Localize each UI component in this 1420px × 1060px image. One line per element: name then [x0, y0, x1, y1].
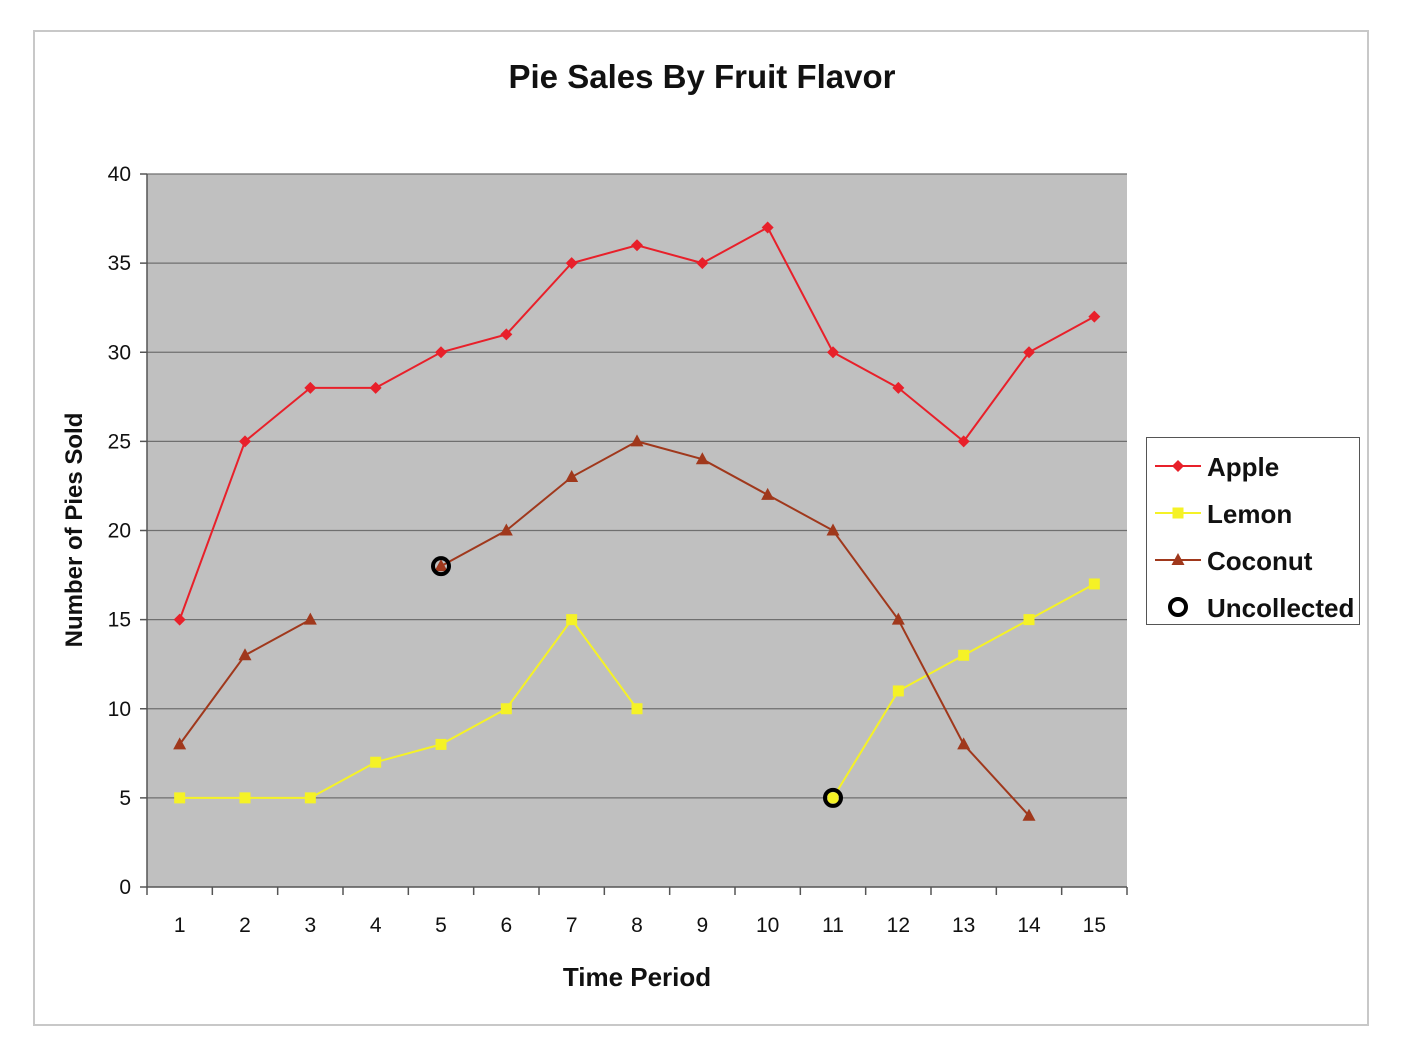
- lemon-point: [566, 614, 578, 626]
- chart-title: Pie Sales By Fruit Flavor: [508, 58, 896, 95]
- x-tick-label: 5: [435, 914, 447, 937]
- coconut-point: [826, 523, 840, 536]
- legend-marker-lemon: [1172, 507, 1184, 519]
- legend-item-apple: Apple: [1147, 448, 1359, 484]
- legend-label: Uncollected: [1207, 593, 1355, 623]
- x-tick-label: 1: [174, 914, 186, 937]
- x-tick-label: 14: [1017, 914, 1041, 937]
- y-tick-label: 5: [119, 787, 131, 810]
- coconut-point: [173, 737, 187, 750]
- coconut-point: [303, 612, 317, 625]
- y-tick-label: 0: [119, 876, 131, 899]
- apple-point: [631, 239, 643, 252]
- apple-point: [957, 435, 970, 448]
- legend-marker-coconut: [1171, 553, 1185, 565]
- x-tick-label: 3: [304, 914, 316, 937]
- lemon-point: [958, 649, 970, 661]
- lemon-point: [827, 792, 839, 804]
- x-tick-label: 15: [1083, 914, 1106, 937]
- legend: Apple Lemon Coconut Uncollected: [1146, 437, 1360, 625]
- x-tick-label: 2: [239, 914, 251, 937]
- lemon-point: [435, 738, 447, 750]
- legend-item-uncollected: Uncollected: [1147, 589, 1359, 625]
- legend-marker-apple: [1172, 460, 1184, 472]
- lemon-line: [179, 617, 638, 799]
- lemon-point: [370, 756, 382, 768]
- x-tick-label: 12: [887, 914, 910, 937]
- coconut-point: [695, 452, 709, 465]
- lemon-point: [892, 685, 904, 697]
- coconut-point: [565, 470, 579, 483]
- apple-point: [827, 346, 839, 359]
- uncollected-point: [431, 556, 451, 577]
- coconut-point: [238, 648, 252, 661]
- x-tick-label: 9: [696, 914, 708, 937]
- apple-point: [239, 435, 251, 448]
- coconut-point: [434, 559, 448, 572]
- legend-label: Apple: [1207, 452, 1280, 482]
- y-tick-label: 15: [108, 609, 131, 632]
- x-tick-label: 13: [952, 914, 975, 937]
- lemon-point: [304, 792, 316, 804]
- legend-marker-uncollected: [1168, 597, 1188, 617]
- x-tick-label: 8: [631, 914, 643, 937]
- lemon-point: [239, 792, 251, 804]
- x-tick-label: 10: [756, 914, 779, 937]
- x-axis-label: Time Period: [562, 962, 712, 992]
- x-tick-label: 7: [566, 914, 578, 937]
- coconut-point: [891, 612, 905, 625]
- apple-point: [173, 613, 186, 626]
- coconut-point: [499, 523, 513, 536]
- coconut-point: [761, 487, 775, 500]
- apple-point: [1088, 310, 1101, 323]
- uncollected-point: [823, 787, 843, 808]
- apple-point: [500, 328, 513, 341]
- x-tick-label: 11: [822, 914, 844, 937]
- legend-label: Lemon: [1207, 499, 1293, 529]
- y-tick-label: 20: [108, 520, 131, 543]
- y-tick-label: 25: [108, 430, 131, 453]
- y-tick-label: 40: [108, 163, 131, 186]
- apple-point: [435, 346, 447, 359]
- lemon-point: [1023, 614, 1035, 626]
- apple-point: [696, 257, 709, 270]
- legend-item-lemon: Lemon: [1147, 495, 1359, 531]
- legend-swatch-coconut: [1155, 553, 1201, 565]
- x-tick-label: 6: [500, 914, 512, 937]
- apple-point: [1023, 346, 1035, 359]
- apple-point: [304, 381, 317, 394]
- apple-point: [892, 381, 905, 394]
- x-tick-label: 4: [370, 914, 382, 937]
- legend-swatch-uncollected: [1168, 597, 1188, 617]
- coconut-line: [440, 440, 1030, 817]
- coconut-point: [1022, 808, 1036, 821]
- y-tick-label: 10: [108, 698, 131, 721]
- lemon-point: [1088, 578, 1100, 590]
- y-tick-label: 30: [108, 341, 131, 364]
- lemon-point: [500, 703, 512, 715]
- lemon-point: [174, 792, 186, 804]
- apple-point: [761, 221, 774, 234]
- legend-swatch-apple: [1155, 460, 1201, 472]
- apple-point: [565, 257, 578, 270]
- apple-point: [369, 381, 382, 394]
- y-tick-label: 35: [108, 252, 131, 275]
- lemon-point: [631, 703, 643, 715]
- legend-label: Coconut: [1207, 546, 1313, 576]
- legend-swatch-lemon: [1155, 507, 1201, 519]
- legend-item-coconut: Coconut: [1147, 542, 1359, 578]
- coconut-point: [957, 737, 971, 750]
- coconut-point: [630, 434, 644, 447]
